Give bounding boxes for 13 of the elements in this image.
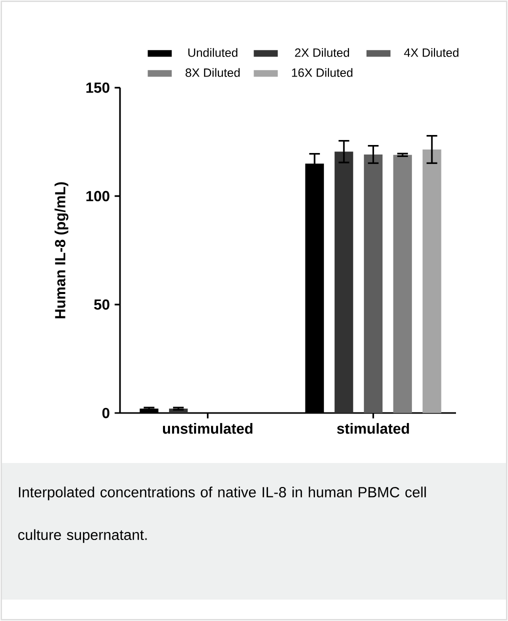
legend-label: 2X Diluted [295, 48, 350, 57]
legend-label: 8X Diluted [186, 68, 240, 77]
legend-label: Undiluted [188, 48, 238, 57]
legend-label: 4X Diluted [404, 48, 458, 57]
text: Interpolated concentrations of native IL-8 in human PBMC cell culture supernatant. [18, 486, 426, 543]
x-tick-label: unstimulated [162, 423, 252, 434]
y-tick-label: 0 [102, 408, 110, 418]
x-tick-label: stimulated [337, 423, 409, 434]
legend-label: 16X Diluted [292, 68, 352, 77]
y-tick-label: 50 [94, 299, 110, 310]
y-axis-title: Human IL-8 (pg/mL) [54, 182, 68, 318]
y-tick-label: 150 [86, 82, 110, 93]
y-tick-label: 100 [86, 190, 110, 202]
